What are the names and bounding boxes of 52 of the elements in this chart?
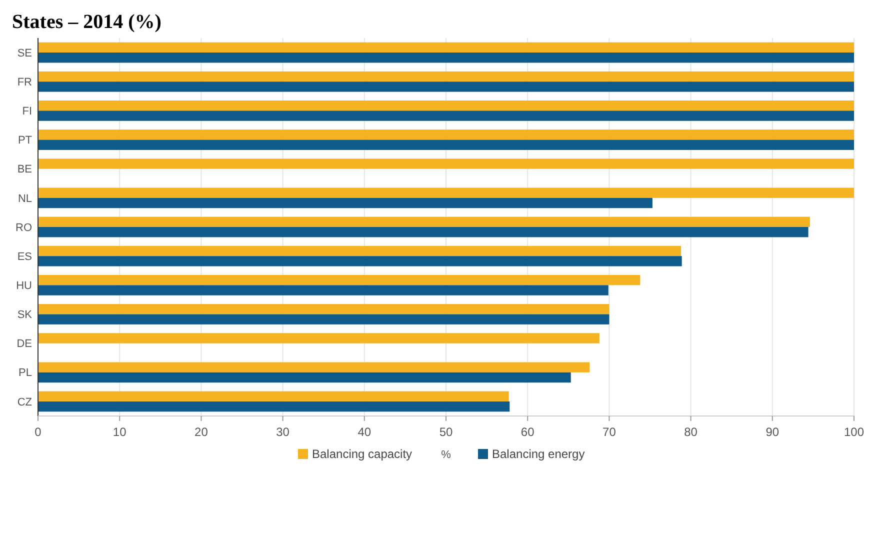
bar [38,391,509,402]
y-tick-label: SE [17,47,32,60]
bar [38,362,590,372]
bar [38,52,854,63]
bar [38,42,854,53]
y-tick-label: CZ [17,396,32,408]
legend-label: Balancing energy [492,447,585,461]
bar [38,314,610,324]
chart-title: States – 2014 (%) [12,11,162,33]
y-tick-label: HU [16,280,32,292]
legend-label: Balancing capacity [312,447,412,461]
bar [38,188,854,198]
bar [38,158,854,169]
bar [38,256,682,266]
bar [38,71,854,82]
bar [38,227,808,238]
x-tick-label: 80 [684,425,698,439]
x-tick-label: 0 [34,425,42,439]
bar [38,216,810,227]
y-tick-label: SK [17,309,33,322]
bar [38,274,640,286]
x-tick-label: 90 [766,425,780,439]
x-axis-title: % [441,449,452,461]
x-tick-label: 10 [112,425,127,439]
bar [38,401,510,412]
y-tick-label: PL [18,367,32,380]
bar [38,140,854,150]
x-tick-label: 40 [358,425,372,439]
bar [38,198,652,208]
x-tick-label: 30 [276,425,290,439]
bar [38,130,854,140]
bar [38,246,682,256]
bar [38,82,854,92]
bar [38,304,610,314]
y-tick-label: FI [22,106,32,118]
x-tick-label: 70 [602,425,616,439]
bar [38,110,854,121]
bar [38,100,854,111]
bar [38,285,608,296]
x-tick-label: 20 [194,425,208,439]
bar [38,372,571,383]
y-tick-label: PT [18,134,32,147]
y-tick-label: FR [17,76,32,88]
y-tick-label: DE [16,338,32,350]
y-tick-label: ES [17,250,32,263]
y-tick-label: BE [17,164,32,176]
y-tick-label: NL [18,192,32,205]
x-tick-label: 100 [844,425,864,439]
x-tick-label: 60 [520,425,535,439]
bar [38,333,600,344]
y-tick-label: RO [16,222,32,234]
x-tick-label: 50 [439,425,453,439]
